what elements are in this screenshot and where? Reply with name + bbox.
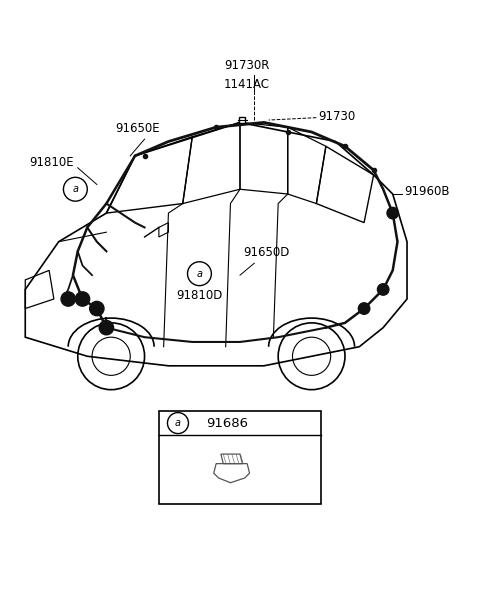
Text: 91810E: 91810E [29,157,74,169]
Circle shape [75,292,90,306]
Circle shape [90,301,104,316]
Text: 91960B: 91960B [405,185,450,198]
Circle shape [99,321,114,335]
Circle shape [359,303,370,315]
Text: 1141AC: 1141AC [224,78,270,91]
Text: 91650E: 91650E [115,123,160,135]
Text: a: a [72,184,78,194]
Circle shape [387,208,398,219]
Text: 91730: 91730 [319,109,356,123]
Text: 91650D: 91650D [243,246,289,260]
Circle shape [61,292,75,306]
Text: 91730R: 91730R [225,59,270,72]
Text: 91810D: 91810D [176,288,223,301]
Circle shape [377,283,389,295]
Text: a: a [175,418,181,428]
Text: 91686: 91686 [206,417,249,429]
Text: a: a [196,269,203,279]
